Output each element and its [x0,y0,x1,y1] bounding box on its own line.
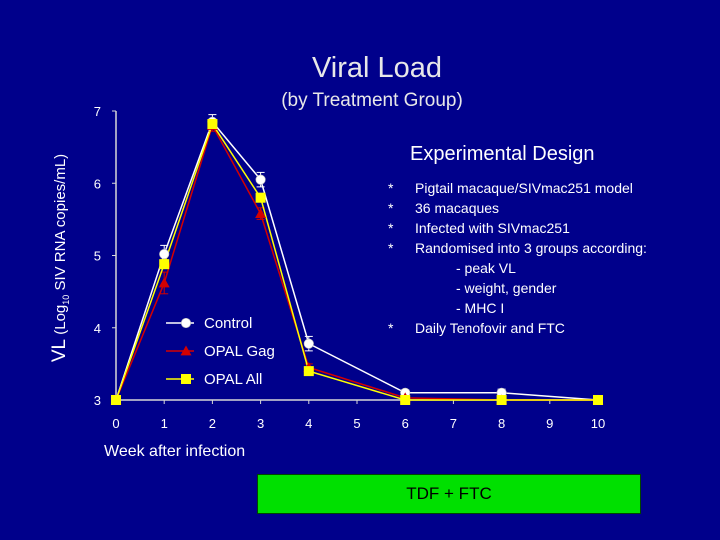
design-item: * Infected with SIVmac251 [388,218,647,238]
series-line-opal-all [115,122,598,401]
data-point-opal-gag [158,277,170,288]
design-item-text: Daily Tenofovir and FTC [415,320,565,336]
design-item-text: Randomised into 3 groups according: [415,240,647,256]
legend-label: Control [204,315,252,332]
data-point-control [159,249,170,260]
design-bullet: * [388,180,394,196]
design-sub-item: - MHC I [456,300,505,316]
design-item-text: 36 macaques [415,200,500,216]
design-list: * Pigtail macaque/SIVmac251 model * 36 mac… [388,178,647,338]
design-item: * Daily Tenofovir and FTC [388,318,647,338]
design-item: * 36 macaques [388,198,647,218]
design-sub-item: - weight, gender [456,280,557,296]
y-tick-label: 6 [94,176,101,191]
design-bullet: * [388,220,394,236]
x-tick-label: 1 [161,416,168,431]
x-tick-label: 0 [112,416,119,431]
y-tick-label: 7 [94,104,101,119]
treatment-bar-label: TDF + FTC [406,484,492,503]
design-title: Experimental Design [410,143,595,165]
data-point-opal-all [111,395,121,405]
x-tick-label: 9 [546,416,553,431]
design-bullet: * [388,320,394,336]
data-point-opal-all [593,395,603,405]
x-tick-label: 10 [591,416,605,431]
x-tick-label: 2 [209,416,216,431]
data-point-opal-all [207,119,218,130]
data-point-opal-all [496,395,507,405]
x-tick-label: 3 [257,416,264,431]
design-item: * Randomised into 3 groups according: [388,238,647,258]
legend-marker [180,345,192,356]
x-tick-label: 4 [305,416,312,431]
data-point-opal-all [255,192,266,203]
treatment-bar: TDF + FTC [257,474,641,514]
x-axis-label: Week after infection [104,443,246,460]
chart-subtitle: (by Treatment Group) [281,90,463,111]
data-point-opal-all [159,259,170,270]
design-item: * Pigtail macaque/SIVmac251 model [388,178,647,198]
y-tick-label: 3 [94,393,101,408]
legend-label: OPAL All [204,371,262,388]
data-point-control [255,174,266,185]
y-tick-label: 5 [94,249,101,264]
design-item-text: Infected with SIVmac251 [415,220,570,236]
series-line-control [115,120,599,401]
x-tick-label: 6 [402,416,409,431]
data-point-opal-gag [255,208,267,218]
design-bullet: * [388,200,394,216]
x-tick-label: 8 [498,416,505,431]
chart-title: Viral Load [311,52,443,84]
y-tick-label: 4 [94,321,101,336]
x-tick-label: 7 [450,416,457,431]
design-bullet: * [388,240,394,256]
legend-marker [181,374,191,384]
legend-marker [180,317,192,329]
design-sub-item: - peak VL [456,260,516,276]
data-point-opal-all [400,395,411,405]
design-item-text: Pigtail macaque/SIVmac251 model [415,180,633,196]
data-point-control [303,338,314,349]
x-tick-label: 5 [353,416,360,431]
legend-label: OPAL Gag [204,343,275,360]
data-point-opal-all [303,366,314,377]
